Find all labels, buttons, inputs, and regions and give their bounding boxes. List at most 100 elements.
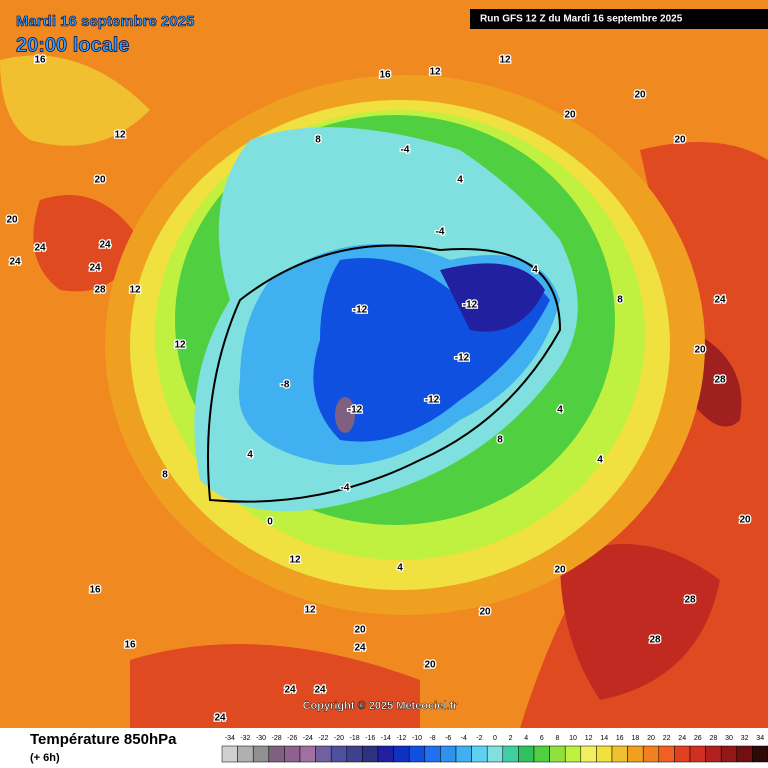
map-label: 28: [684, 595, 696, 606]
map-label-halo: 4: [557, 405, 563, 416]
date: Mardi 16 septembre 2025: [16, 13, 194, 30]
map-label: -4: [401, 145, 410, 156]
legend-swatch: [393, 745, 410, 763]
map-label-halo: -12: [425, 395, 440, 406]
map-label-halo: 24: [99, 240, 111, 251]
legend-label: -6: [445, 735, 451, 742]
legend-swatch: [455, 745, 472, 763]
map-label-halo: 4: [397, 563, 403, 574]
legend-swatch: [330, 745, 348, 763]
map-label-halo: -4: [401, 145, 410, 156]
map-label-halo: 20: [354, 625, 366, 636]
legend-label: 16: [616, 735, 624, 742]
map-label-halo: 16: [379, 70, 391, 81]
map-label: 8: [617, 295, 623, 306]
legend-swatch: [658, 745, 675, 763]
time: 20:00 locale: [16, 34, 129, 56]
map-label-halo: 12: [174, 340, 186, 351]
map-label: 16: [379, 70, 391, 81]
map-label-halo: 20: [424, 660, 436, 671]
legend-label: -20: [334, 735, 344, 742]
map-label: 20: [479, 607, 491, 618]
map-label: 24: [314, 685, 326, 696]
map-label: 16: [89, 585, 101, 596]
map-label-halo: 20: [6, 215, 18, 226]
map-label: 16: [124, 640, 136, 651]
legend-swatch: [752, 745, 768, 763]
map-label-halo: 20: [694, 345, 706, 356]
map-label-halo: 4: [247, 450, 253, 461]
map-label: -12: [353, 305, 368, 316]
legend-swatch: [518, 745, 535, 763]
legend-swatch: [736, 745, 753, 763]
map-label-halo: 12: [304, 605, 316, 616]
map-label-halo: 20: [554, 565, 566, 576]
map-label-halo: 8: [315, 135, 321, 146]
map-label: 20: [6, 215, 18, 226]
legend-swatch: [627, 745, 644, 763]
map-label: -12: [425, 395, 440, 406]
map-label-halo: 24: [214, 713, 226, 724]
legend-swatch: [237, 745, 254, 763]
map-label: 20: [739, 515, 751, 526]
legend-swatch: [689, 745, 706, 763]
map-label: 24: [99, 240, 111, 251]
legend-label: 6: [540, 735, 544, 742]
legend-swatch: [315, 745, 332, 763]
map-label: 20: [94, 175, 106, 186]
map-label-halo: 20: [564, 110, 576, 121]
map-label: 20: [564, 110, 576, 121]
map-label: 8: [315, 135, 321, 146]
map-label-halo: 24: [34, 243, 46, 254]
legend-swatch: [596, 745, 613, 763]
map-label-halo: 12: [114, 130, 126, 141]
map-label-halo: 24: [284, 685, 296, 696]
legend-label: -34: [225, 735, 235, 742]
map-label-halo: 16: [34, 55, 46, 66]
legend-swatch: [533, 745, 550, 763]
map-label: 12: [304, 605, 316, 616]
map-label: 4: [532, 265, 538, 276]
map-label-halo: 4: [532, 265, 538, 276]
legend-swatch: [346, 745, 363, 763]
map-label-halo: 28: [684, 595, 696, 606]
map-label: 12: [499, 55, 511, 66]
map-label: 8: [497, 435, 503, 446]
map-label: 12: [174, 340, 186, 351]
map-label: 20: [554, 565, 566, 576]
legend-label: 26: [694, 735, 702, 742]
map-labels: 16 16 12 12 20 20 20 20 24 24 24 24 24 24 24 24 28 28 12 12…: [5, 53, 752, 725]
map-label: 4: [457, 175, 463, 186]
footer-title: Température 850hPa: [30, 731, 177, 748]
legend-label: -30: [256, 735, 266, 742]
map-label-halo: 16: [89, 585, 101, 596]
legend-label: -14: [381, 735, 391, 742]
legend-label: 8: [555, 735, 559, 742]
map-label: 20: [424, 660, 436, 671]
legend-label: 34: [756, 735, 764, 742]
map-label: 12: [429, 67, 441, 78]
legend-swatch: [268, 745, 285, 763]
legend-swatch: [424, 745, 441, 763]
map-label: 12: [129, 285, 141, 296]
map-label: 28: [714, 375, 726, 386]
legend-label: 2: [509, 735, 513, 742]
legend-swatch: [502, 745, 519, 763]
map-label: -12: [455, 353, 470, 364]
legend-label: -26: [287, 735, 297, 742]
map-label: -8: [281, 380, 290, 391]
footer-lead: (+ 6h): [30, 752, 60, 764]
map-label-halo: 20: [634, 90, 646, 101]
map-label-halo: 28: [714, 375, 726, 386]
map-label: 8: [162, 470, 168, 481]
map-label-halo: 12: [129, 285, 141, 296]
map-label: 24: [34, 243, 46, 254]
map-label: 20: [694, 345, 706, 356]
map-label: 24: [89, 263, 101, 274]
legend-swatch: [471, 745, 488, 763]
legend-swatch: [299, 745, 316, 763]
map-label-halo: 20: [479, 607, 491, 618]
copyright: Copyright © 2025 Meteociel.fr: [303, 700, 459, 712]
run-bar: [470, 9, 768, 29]
legend-swatch: [440, 745, 457, 763]
